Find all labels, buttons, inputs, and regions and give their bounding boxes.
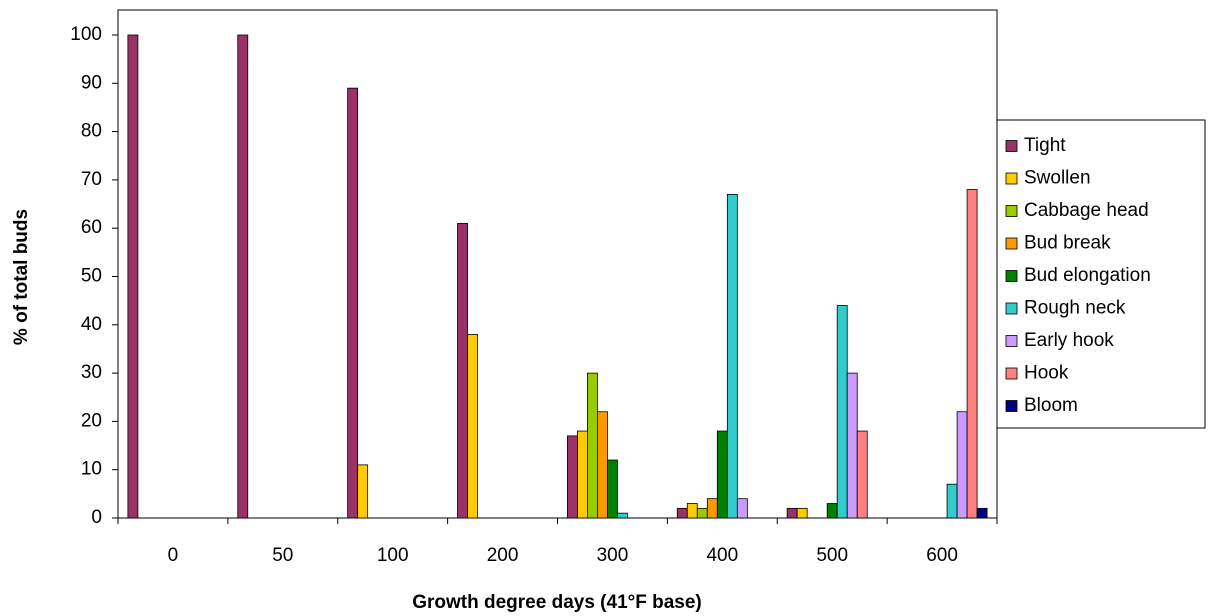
legend-label: Hook: [1024, 363, 1069, 384]
y-tick-label: 30: [81, 362, 102, 383]
legend-swatch: [1005, 237, 1018, 250]
x-tick-label: 200: [487, 545, 519, 566]
bar: [607, 459, 618, 519]
legend-label: Cabbage head: [1024, 200, 1149, 221]
bar: [457, 222, 468, 519]
y-tick-label: 90: [81, 72, 102, 93]
y-axis-label: % of total buds: [11, 209, 32, 345]
bar: [597, 411, 608, 519]
bar: [786, 507, 798, 519]
y-tick-label: 80: [81, 121, 102, 142]
legend-swatch: [1005, 140, 1018, 152]
y-tick-label: 60: [81, 217, 102, 238]
legend-label: Bud break: [1024, 233, 1111, 254]
bar: [566, 435, 578, 519]
bar: [736, 498, 748, 519]
bar: [706, 498, 718, 519]
bar: [127, 34, 139, 519]
y-tick-label: 20: [81, 410, 102, 431]
bar: [576, 430, 588, 519]
bar: [726, 193, 738, 519]
legend-swatch: [1005, 205, 1018, 217]
legend-swatch: [1005, 400, 1018, 412]
bar: [976, 507, 988, 519]
legend-swatch: [1005, 367, 1018, 380]
bar: [946, 483, 958, 519]
legend-label: Tight: [1024, 135, 1066, 156]
bar: [856, 430, 868, 519]
x-tick-label: 400: [706, 545, 738, 566]
bar: [676, 507, 688, 519]
x-tick-label: 300: [597, 545, 629, 566]
y-tick-label: 40: [81, 314, 102, 335]
x-tick-label: 0: [168, 545, 179, 566]
y-tick-label: 50: [81, 266, 102, 287]
legend-swatch: [1005, 270, 1018, 282]
legend-label: Bloom: [1024, 395, 1078, 416]
legend-swatch: [1005, 335, 1018, 347]
bar: [836, 305, 848, 519]
bar: [467, 334, 478, 519]
legend-swatch: [1005, 172, 1018, 185]
y-tick-label: 10: [81, 459, 102, 480]
x-tick-label: 600: [926, 545, 958, 566]
bar: [357, 464, 369, 519]
y-tick-label: 0: [91, 507, 102, 528]
bar: [617, 512, 628, 519]
legend-label: Early hook: [1024, 330, 1114, 351]
bar: [796, 507, 808, 519]
legend-label: Rough neck: [1024, 298, 1126, 319]
x-tick-label: 100: [377, 545, 409, 566]
legend-label: Swollen: [1024, 168, 1091, 189]
y-tick-label: 70: [81, 169, 102, 190]
legend: [996, 119, 1206, 429]
bar: [696, 507, 708, 519]
bar: [966, 189, 978, 519]
bar: [587, 372, 598, 519]
bar: [846, 372, 858, 519]
bar: [716, 430, 728, 519]
x-tick-label: 50: [272, 545, 293, 566]
bar: [826, 503, 838, 519]
bar: [686, 503, 698, 519]
bar: [956, 411, 968, 519]
legend-swatch: [1005, 302, 1018, 315]
y-tick-label: 100: [70, 24, 102, 45]
legend-label: Bud elongation: [1024, 265, 1151, 286]
bar: [347, 87, 359, 519]
bar: [237, 34, 249, 519]
x-tick-label: 500: [816, 545, 848, 566]
x-axis-label: Growth degree days (41°F base): [412, 592, 702, 613]
